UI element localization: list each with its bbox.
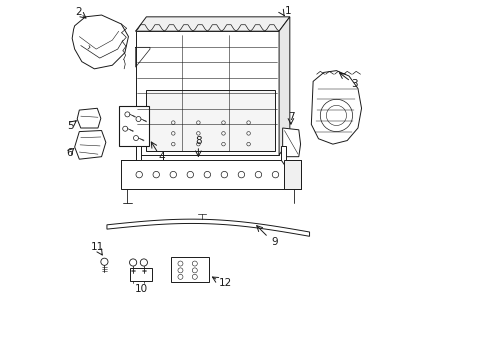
- Polygon shape: [279, 17, 290, 155]
- Polygon shape: [283, 128, 300, 157]
- Polygon shape: [285, 160, 300, 189]
- Text: 12: 12: [219, 278, 232, 288]
- Text: 2: 2: [75, 7, 81, 17]
- Polygon shape: [129, 268, 152, 281]
- FancyBboxPatch shape: [119, 107, 149, 146]
- Polygon shape: [122, 146, 141, 160]
- Polygon shape: [172, 257, 209, 282]
- Polygon shape: [311, 71, 362, 144]
- Text: 7: 7: [288, 112, 295, 122]
- Text: 1: 1: [285, 6, 292, 17]
- Polygon shape: [136, 17, 290, 31]
- Text: 8: 8: [195, 136, 202, 145]
- Polygon shape: [72, 15, 128, 69]
- Polygon shape: [281, 146, 300, 189]
- Polygon shape: [147, 90, 275, 151]
- Text: 6: 6: [66, 148, 73, 158]
- Text: 5: 5: [68, 121, 74, 131]
- Text: 3: 3: [351, 79, 358, 89]
- Polygon shape: [136, 31, 279, 155]
- Text: 9: 9: [271, 237, 278, 247]
- Polygon shape: [74, 131, 106, 159]
- Polygon shape: [77, 108, 101, 128]
- Polygon shape: [122, 160, 300, 189]
- Polygon shape: [107, 219, 310, 236]
- Text: 10: 10: [134, 284, 147, 294]
- Text: 4: 4: [158, 152, 165, 162]
- Text: 11: 11: [91, 242, 104, 252]
